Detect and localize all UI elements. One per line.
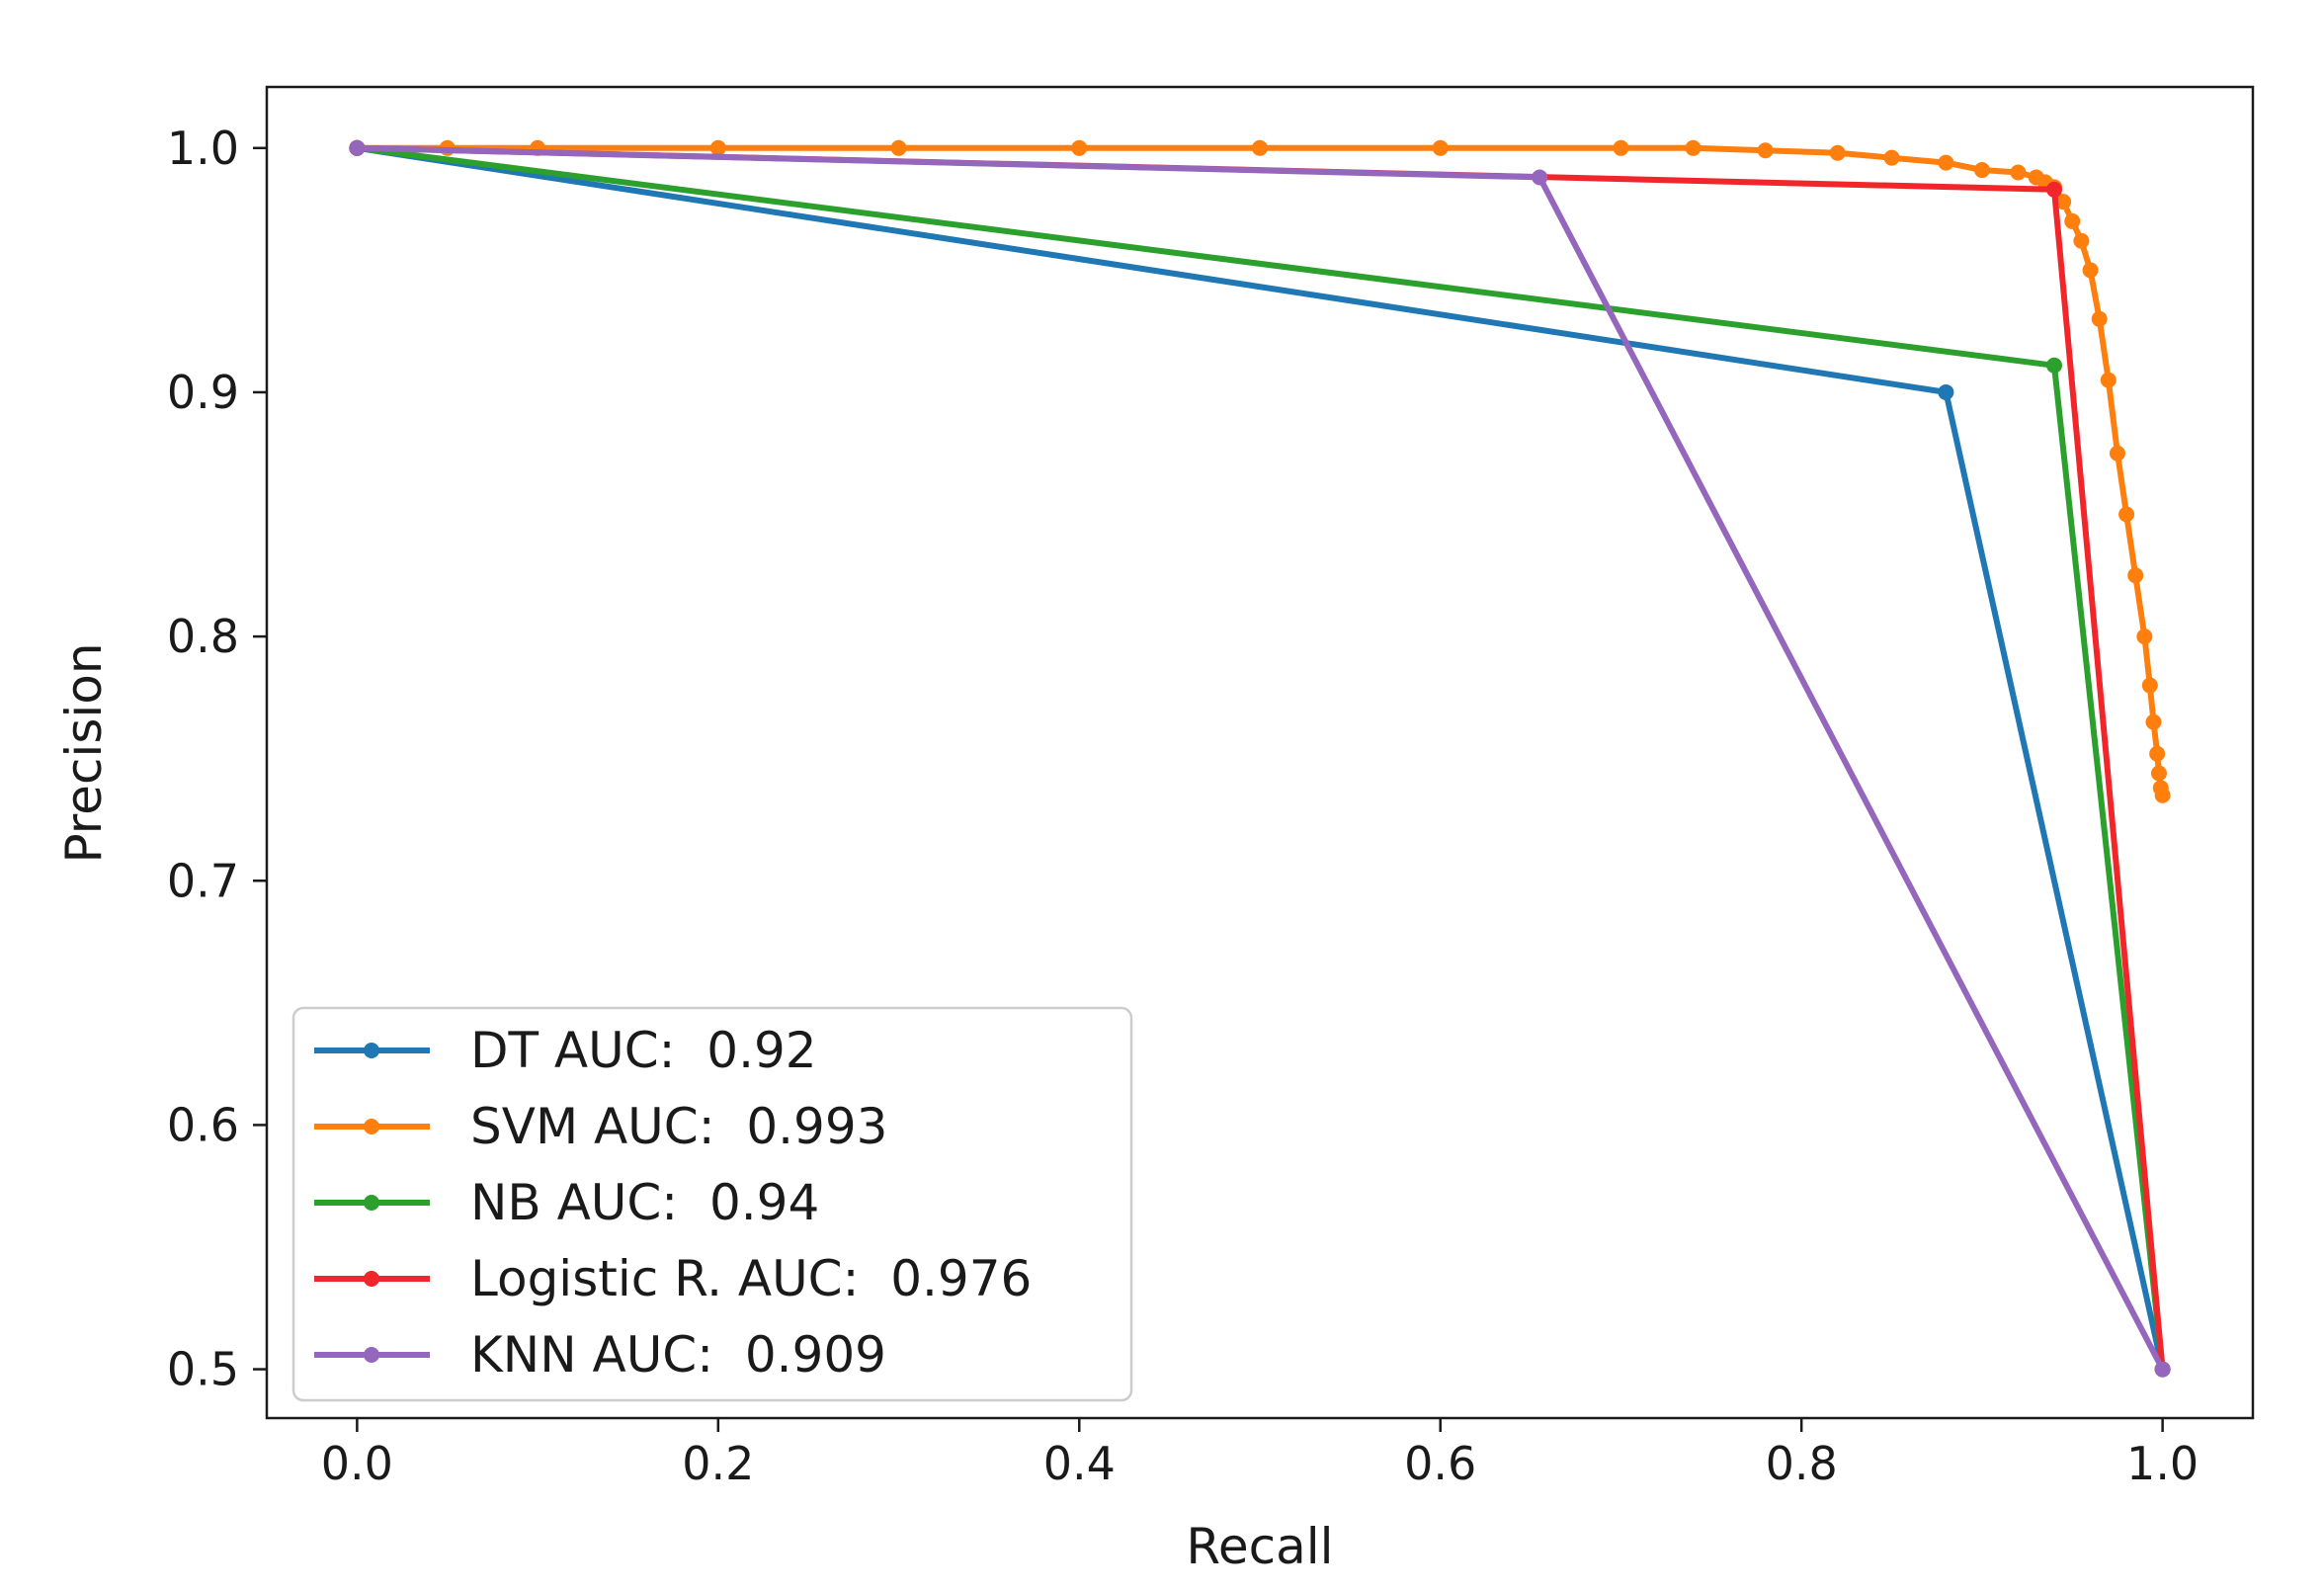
data-point bbox=[2055, 194, 2072, 210]
x-tick-label: 0.2 bbox=[682, 1437, 754, 1490]
data-point bbox=[349, 139, 366, 156]
data-point bbox=[2145, 713, 2162, 730]
data-point bbox=[1532, 169, 1548, 186]
y-axis-label: Precision bbox=[55, 642, 113, 863]
data-point bbox=[1829, 144, 1846, 161]
data-point bbox=[1973, 162, 1990, 179]
legend-label: NB AUC: 0.94 bbox=[470, 1174, 819, 1231]
data-point bbox=[2082, 262, 2099, 279]
legend-swatch-marker bbox=[364, 1195, 379, 1211]
legend-label: Logistic R. AUC: 0.976 bbox=[470, 1250, 1032, 1307]
data-point bbox=[2127, 567, 2144, 584]
legend-entry: SVM AUC: 0.993 bbox=[314, 1098, 887, 1155]
plot-frame bbox=[265, 85, 2255, 1420]
data-point bbox=[2073, 232, 2090, 249]
data-point bbox=[2046, 181, 2062, 198]
legend-entry: DT AUC: 0.92 bbox=[314, 1022, 817, 1079]
data-point bbox=[2091, 310, 2108, 327]
data-point bbox=[1685, 139, 1702, 156]
y-tick-label: 0.8 bbox=[167, 610, 239, 663]
data-point bbox=[1938, 383, 1954, 400]
x-axis-label: Recall bbox=[1186, 1518, 1333, 1575]
legend: DT AUC: 0.92 SVM AUC: 0.993 NB AUC: 0.94 Lo… bbox=[291, 1006, 1133, 1402]
legend-swatch-marker bbox=[364, 1347, 379, 1363]
data-point bbox=[2109, 445, 2125, 461]
legend-swatch-marker bbox=[364, 1271, 379, 1287]
y-tick-label: 1.0 bbox=[167, 122, 239, 175]
x-tick-label: 1.0 bbox=[2126, 1437, 2199, 1490]
data-point bbox=[2100, 372, 2116, 388]
legend-entry: KNN AUC: 0.909 bbox=[314, 1326, 886, 1383]
x-axis: 0.0 0.2 0.4 0.6 0.8 1.0 bbox=[321, 1418, 2199, 1490]
legend-box bbox=[291, 1006, 1133, 1402]
data-point bbox=[1883, 149, 1900, 166]
data-point bbox=[890, 139, 907, 156]
legend-entry: Logistic R. AUC: 0.976 bbox=[314, 1250, 1032, 1307]
data-point bbox=[2010, 164, 2027, 181]
data-point bbox=[1938, 154, 1954, 171]
data-point bbox=[2064, 212, 2081, 229]
data-point bbox=[1757, 142, 1774, 159]
y-axis: 0.5 0.6 0.7 0.8 0.9 1.0 bbox=[167, 122, 267, 1396]
data-point bbox=[1071, 139, 1088, 156]
series-4 bbox=[349, 139, 2171, 1378]
x-tick-label: 0.6 bbox=[1404, 1437, 1476, 1490]
x-tick-label: 0.4 bbox=[1043, 1437, 1116, 1490]
data-point bbox=[2154, 787, 2171, 803]
y-tick-label: 0.7 bbox=[167, 854, 239, 907]
y-tick-label: 0.6 bbox=[167, 1098, 239, 1151]
legend-swatch-marker bbox=[364, 1119, 379, 1134]
data-point bbox=[2046, 357, 2062, 374]
data-point bbox=[2141, 677, 2158, 694]
data-point bbox=[1252, 139, 1268, 156]
data-point bbox=[2118, 506, 2135, 523]
data-point bbox=[709, 139, 726, 156]
data-point bbox=[2149, 745, 2166, 762]
legend-label: KNN AUC: 0.909 bbox=[470, 1326, 886, 1383]
legend-label: DT AUC: 0.92 bbox=[470, 1022, 817, 1079]
y-tick-label: 0.9 bbox=[167, 366, 239, 419]
data-point bbox=[2136, 629, 2153, 645]
x-tick-label: 0.8 bbox=[1766, 1437, 1838, 1490]
data-point bbox=[2150, 765, 2167, 782]
x-tick-label: 0.0 bbox=[321, 1437, 393, 1490]
data-point bbox=[1432, 139, 1449, 156]
y-tick-label: 0.5 bbox=[167, 1343, 239, 1396]
data-point bbox=[2154, 1361, 2171, 1378]
data-point bbox=[1613, 139, 1629, 156]
legend-swatch-marker bbox=[364, 1043, 379, 1058]
legend-label: SVM AUC: 0.993 bbox=[470, 1098, 887, 1155]
plot-series bbox=[349, 139, 2171, 1378]
legend-entry: NB AUC: 0.94 bbox=[314, 1174, 819, 1231]
